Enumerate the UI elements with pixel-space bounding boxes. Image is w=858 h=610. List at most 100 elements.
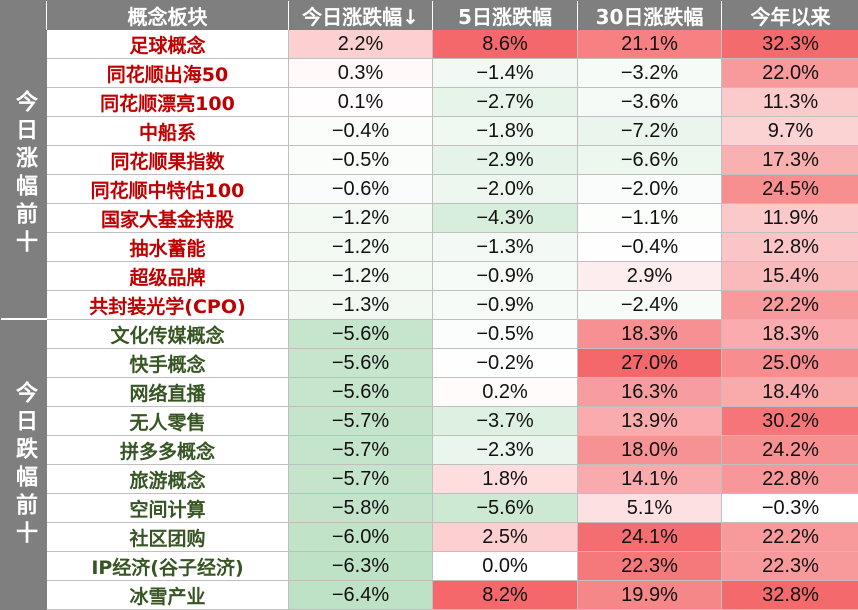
cell-ytd: 18.3%: [722, 320, 858, 349]
cell-today: −0.6%: [289, 175, 433, 204]
cell-today: −1.2%: [289, 262, 433, 291]
cell-today: −6.4%: [289, 581, 433, 610]
cell-today: −6.0%: [289, 523, 433, 552]
cell-today: −1.2%: [289, 233, 433, 262]
cell-30day: 2.9%: [578, 262, 722, 291]
cell-ytd: 22.2%: [722, 523, 858, 552]
cell-30day: 21.1%: [578, 30, 722, 59]
cell-ytd: 22.0%: [722, 59, 858, 88]
col-header-30day[interactable]: 30日涨跌幅: [578, 1, 722, 30]
cell-ytd: −0.3%: [722, 494, 858, 523]
col-header-name[interactable]: 概念板块: [47, 1, 289, 30]
cell-today: 0.1%: [289, 88, 433, 117]
row-name[interactable]: 足球概念: [47, 30, 289, 59]
cell-30day: 27.0%: [578, 349, 722, 378]
row-name[interactable]: 抽水蓄能: [47, 233, 289, 262]
cell-today: −5.6%: [289, 349, 433, 378]
col-header-today[interactable]: 今日涨跌幅↓: [289, 1, 433, 30]
cell-today: −0.4%: [289, 117, 433, 146]
cell-5day: −0.9%: [433, 262, 578, 291]
cell-ytd: 22.2%: [722, 291, 858, 320]
cell-ytd: 18.4%: [722, 378, 858, 407]
group-label-top-losers: 今日跌幅前十: [1, 320, 47, 610]
row-name[interactable]: 冰雪产业: [47, 581, 289, 610]
cell-ytd: 32.3%: [722, 30, 858, 59]
col-header-ytd[interactable]: 今年以来: [722, 1, 858, 30]
row-name[interactable]: 同花顺出海50: [47, 59, 289, 88]
cell-5day: 0.2%: [433, 378, 578, 407]
cell-5day: −2.0%: [433, 175, 578, 204]
cell-today: −1.3%: [289, 291, 433, 320]
cell-5day: −1.4%: [433, 59, 578, 88]
row-name[interactable]: 网络直播: [47, 378, 289, 407]
row-name[interactable]: 空间计算: [47, 494, 289, 523]
cell-today: −5.6%: [289, 378, 433, 407]
row-name[interactable]: IP经济(谷子经济): [47, 552, 289, 581]
row-name[interactable]: 无人零售: [47, 407, 289, 436]
cell-today: 2.2%: [289, 30, 433, 59]
cell-ytd: 24.5%: [722, 175, 858, 204]
cell-ytd: 22.3%: [722, 552, 858, 581]
cell-ytd: 30.2%: [722, 407, 858, 436]
row-name[interactable]: 快手概念: [47, 349, 289, 378]
row-name[interactable]: 旅游概念: [47, 465, 289, 494]
cell-30day: −7.2%: [578, 117, 722, 146]
cell-5day: 8.2%: [433, 581, 578, 610]
cell-today: −5.7%: [289, 407, 433, 436]
row-name[interactable]: 同花顺漂亮100: [47, 88, 289, 117]
cell-30day: −2.0%: [578, 175, 722, 204]
cell-ytd: 11.3%: [722, 88, 858, 117]
cell-30day: 13.9%: [578, 407, 722, 436]
cell-ytd: 15.4%: [722, 262, 858, 291]
cell-30day: 5.1%: [578, 494, 722, 523]
row-name[interactable]: 社区团购: [47, 523, 289, 552]
cell-today: −6.3%: [289, 552, 433, 581]
cell-ytd: 11.9%: [722, 204, 858, 233]
row-name[interactable]: 拼多多概念: [47, 436, 289, 465]
cell-30day: 14.1%: [578, 465, 722, 494]
cell-ytd: 12.8%: [722, 233, 858, 262]
col-header-5day[interactable]: 5日涨跌幅: [433, 1, 578, 30]
row-name[interactable]: 文化传媒概念: [47, 320, 289, 349]
cell-5day: −2.7%: [433, 88, 578, 117]
row-name[interactable]: 超级品牌: [47, 262, 289, 291]
cell-today: −5.7%: [289, 465, 433, 494]
row-name[interactable]: 同花顺中特估100: [47, 175, 289, 204]
cell-5day: −1.8%: [433, 117, 578, 146]
cell-ytd: 9.7%: [722, 117, 858, 146]
row-name[interactable]: 中船系: [47, 117, 289, 146]
cell-30day: −3.2%: [578, 59, 722, 88]
cell-ytd: 17.3%: [722, 146, 858, 175]
cell-30day: 16.3%: [578, 378, 722, 407]
cell-5day: −2.3%: [433, 436, 578, 465]
row-name[interactable]: 同花顺果指数: [47, 146, 289, 175]
cell-5day: −1.3%: [433, 233, 578, 262]
cell-5day: 1.8%: [433, 465, 578, 494]
cell-30day: 19.9%: [578, 581, 722, 610]
cell-5day: −2.9%: [433, 146, 578, 175]
cell-30day: 24.1%: [578, 523, 722, 552]
cell-5day: −0.5%: [433, 320, 578, 349]
cell-5day: 0.0%: [433, 552, 578, 581]
row-name[interactable]: 共封装光学(CPO): [47, 291, 289, 320]
cell-30day: −0.4%: [578, 233, 722, 262]
cell-30day: 18.0%: [578, 436, 722, 465]
cell-5day: −3.7%: [433, 407, 578, 436]
cell-5day: −5.6%: [433, 494, 578, 523]
cell-5day: 8.6%: [433, 30, 578, 59]
cell-ytd: 22.8%: [722, 465, 858, 494]
cell-ytd: 24.2%: [722, 436, 858, 465]
cell-30day: −3.6%: [578, 88, 722, 117]
cell-today: −1.2%: [289, 204, 433, 233]
cell-30day: −2.4%: [578, 291, 722, 320]
cell-5day: −0.9%: [433, 291, 578, 320]
cell-ytd: 25.0%: [722, 349, 858, 378]
corner-cell: [1, 1, 47, 30]
cell-30day: −1.1%: [578, 204, 722, 233]
cell-today: −5.7%: [289, 436, 433, 465]
row-name[interactable]: 国家大基金持股: [47, 204, 289, 233]
cell-today: −5.8%: [289, 494, 433, 523]
cell-5day: −4.3%: [433, 204, 578, 233]
cell-30day: −6.6%: [578, 146, 722, 175]
